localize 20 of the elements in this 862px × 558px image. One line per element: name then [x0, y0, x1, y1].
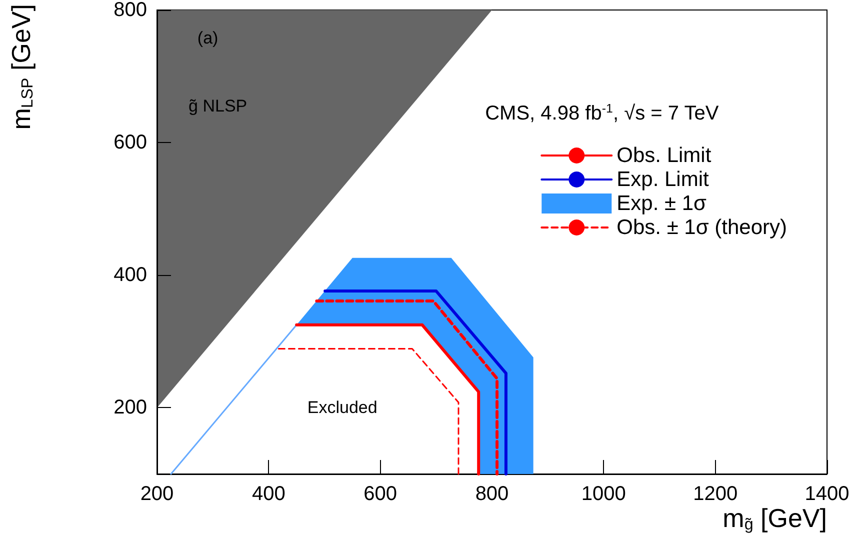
- legend-label: Obs. Limit: [616, 144, 712, 167]
- x-tick-label: 200: [140, 483, 174, 505]
- y-tick-label: 800: [114, 0, 147, 21]
- legend-label: Exp. Limit: [616, 168, 709, 191]
- x-tick-label: 1200: [693, 483, 738, 505]
- x-tick-label: 400: [252, 483, 286, 505]
- x-tick-label: 1400: [804, 483, 850, 505]
- legend-label: Exp. ± 1σ: [616, 192, 707, 215]
- x-tick-label: 800: [475, 483, 509, 505]
- y-axis-title: mLSP [GeV]: [6, 4, 36, 130]
- x-tick-label: 600: [364, 483, 398, 505]
- x-axis-title: mg̃ [GeV]: [722, 503, 828, 534]
- annotation: Excluded: [307, 398, 378, 418]
- annotation: (a): [197, 28, 218, 48]
- annotation: g̃ NLSP: [188, 96, 248, 116]
- legend-label: Obs. ± 1σ (theory): [616, 216, 788, 239]
- y-tick-label: 400: [114, 264, 147, 286]
- y-tick-label: 600: [114, 132, 147, 154]
- x-tick-label: 1000: [581, 483, 626, 505]
- y-tick-label: 200: [114, 396, 147, 419]
